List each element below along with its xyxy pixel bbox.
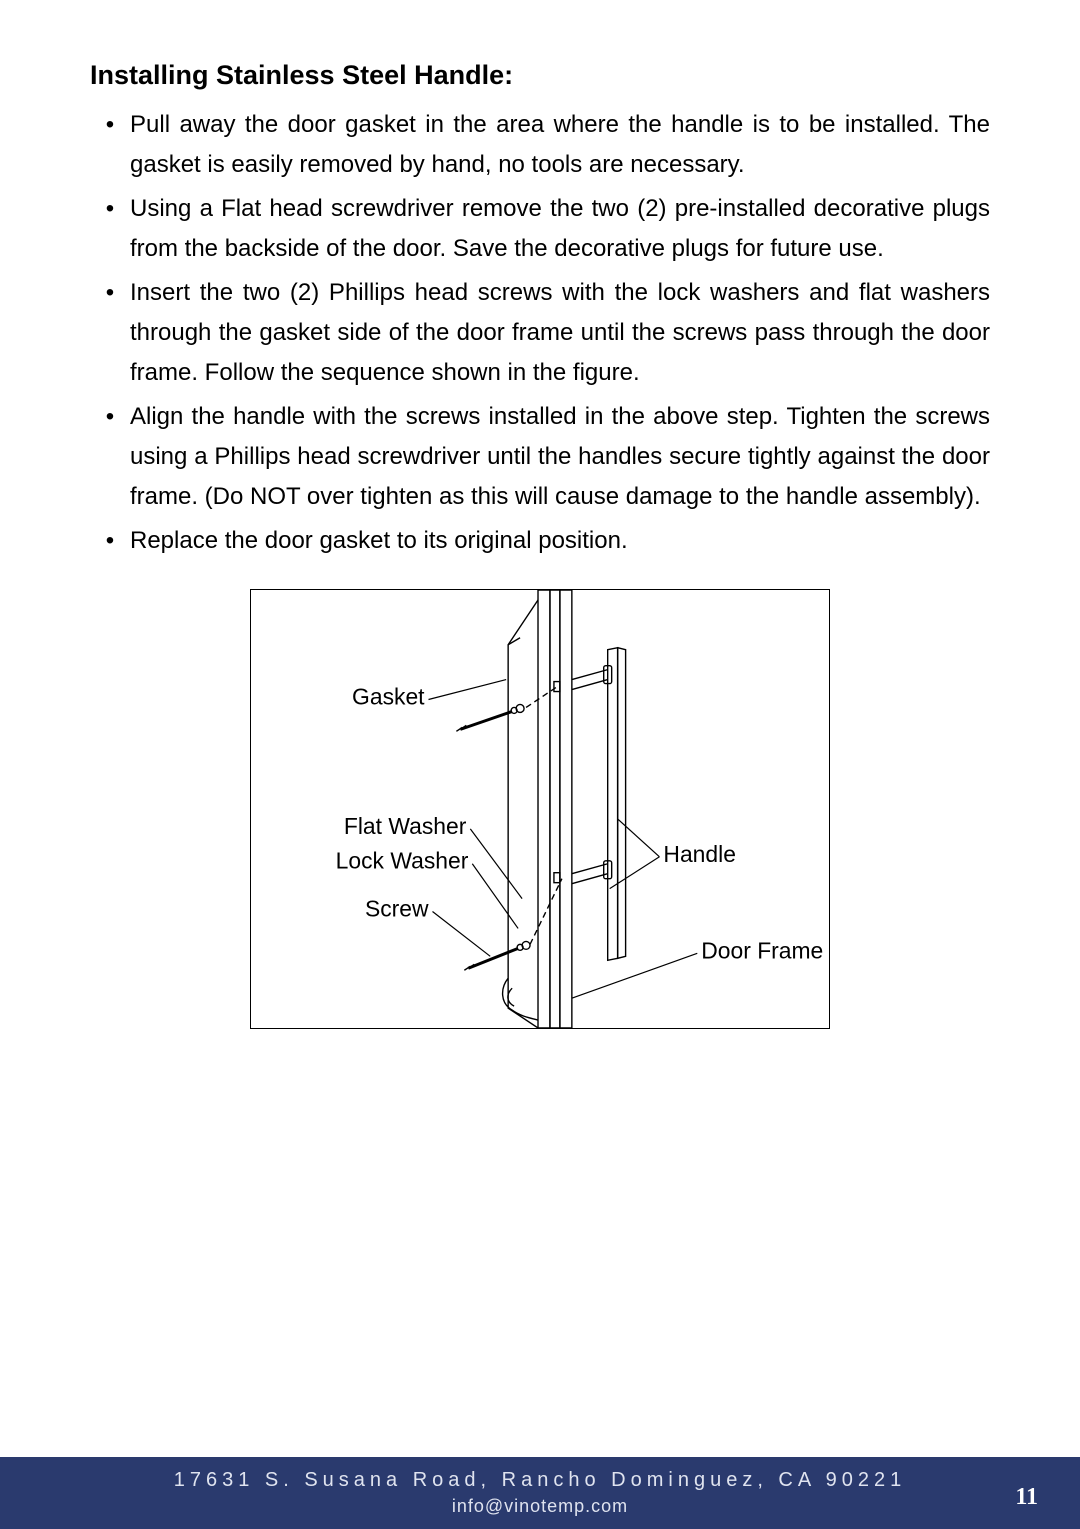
list-item-text: Insert the two (2) Phillips head screws …: [130, 273, 990, 393]
bullet-icon: •: [90, 521, 130, 561]
footer-address: 17631 S. Susana Road, Rancho Dominguez, …: [174, 1467, 907, 1493]
label-screw: Screw: [365, 896, 429, 922]
figure-container: Gasket Flat Washer Lock Washer Screw Han…: [90, 589, 990, 1029]
list-item: • Replace the door gasket to its origina…: [90, 521, 990, 561]
page-footer: 17631 S. Susana Road, Rancho Dominguez, …: [0, 1457, 1080, 1529]
bullet-icon: •: [90, 273, 130, 313]
label-handle: Handle: [663, 841, 736, 867]
handle-diagram: Gasket Flat Washer Lock Washer Screw Han…: [250, 589, 830, 1029]
list-item: • Insert the two (2) Phillips head screw…: [90, 273, 990, 393]
list-item-text: Using a Flat head screwdriver remove the…: [130, 189, 990, 269]
label-flat-washer: Flat Washer: [344, 813, 467, 839]
footer-text: 17631 S. Susana Road, Rancho Dominguez, …: [174, 1467, 907, 1519]
page-number: 11: [1015, 1484, 1038, 1511]
list-item-text: Pull away the door gasket in the area wh…: [130, 105, 990, 185]
list-item: • Align the handle with the screws insta…: [90, 397, 990, 517]
bullet-icon: •: [90, 105, 130, 145]
content-area: Installing Stainless Steel Handle: • Pul…: [0, 0, 1080, 1529]
list-item-text: Align the handle with the screws install…: [130, 397, 990, 517]
bullet-icon: •: [90, 189, 130, 229]
label-lock-washer: Lock Washer: [336, 848, 469, 874]
list-item: • Pull away the door gasket in the area …: [90, 105, 990, 185]
list-item-text: Replace the door gasket to its original …: [130, 521, 990, 561]
label-gasket: Gasket: [352, 683, 425, 709]
bullet-icon: •: [90, 397, 130, 437]
diagram-svg: Gasket Flat Washer Lock Washer Screw Han…: [251, 590, 829, 1028]
page: Installing Stainless Steel Handle: • Pul…: [0, 0, 1080, 1529]
list-item: • Using a Flat head screwdriver remove t…: [90, 189, 990, 269]
section-title: Installing Stainless Steel Handle:: [90, 60, 990, 91]
label-door-frame: Door Frame: [701, 937, 823, 963]
footer-email: info@vinotemp.com: [174, 1493, 907, 1519]
instruction-list: • Pull away the door gasket in the area …: [90, 105, 990, 561]
